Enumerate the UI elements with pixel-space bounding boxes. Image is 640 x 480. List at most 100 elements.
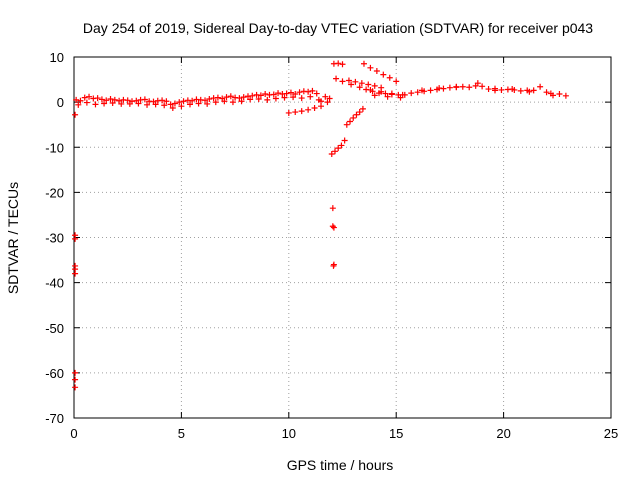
data-point xyxy=(335,145,342,152)
y-axis-label: SDTVAR / TECUs xyxy=(5,182,21,294)
data-point xyxy=(206,95,213,102)
y-tick-label: 10 xyxy=(50,50,64,65)
data-points xyxy=(72,60,569,391)
data-point xyxy=(255,95,262,102)
data-point xyxy=(92,101,99,108)
data-point xyxy=(116,97,123,104)
data-point xyxy=(436,85,443,92)
data-point xyxy=(290,94,297,101)
data-point xyxy=(107,95,114,102)
x-tick-label: 15 xyxy=(389,426,403,441)
data-point xyxy=(202,97,209,104)
data-point xyxy=(195,100,202,107)
data-point xyxy=(135,100,142,107)
data-point xyxy=(388,91,395,98)
data-point xyxy=(171,100,178,107)
chart-title: Day 254 of 2019, Sidereal Day-to-day VTE… xyxy=(83,20,593,36)
data-point xyxy=(330,224,337,231)
data-point xyxy=(86,93,93,100)
data-point xyxy=(453,83,460,90)
data-point xyxy=(331,148,338,155)
data-point xyxy=(264,96,271,103)
data-point xyxy=(414,89,421,96)
data-point xyxy=(330,262,337,269)
data-point xyxy=(397,94,404,101)
data-point xyxy=(369,88,376,95)
data-point xyxy=(371,82,378,89)
data-point xyxy=(343,121,350,128)
data-point xyxy=(498,86,505,93)
data-point xyxy=(285,109,292,116)
data-point xyxy=(367,64,374,71)
data-point xyxy=(103,97,110,104)
y-tick-label: -50 xyxy=(45,321,64,336)
data-point xyxy=(262,91,269,98)
data-point xyxy=(324,99,331,106)
data-point xyxy=(386,74,393,81)
data-point xyxy=(227,93,234,100)
data-point xyxy=(485,86,492,93)
y-tick-label: -40 xyxy=(45,276,64,291)
data-point xyxy=(212,99,219,106)
data-point xyxy=(72,384,79,391)
data-point xyxy=(298,95,305,102)
axis-ticks xyxy=(73,56,612,419)
data-point xyxy=(345,77,352,84)
data-point xyxy=(466,84,473,91)
data-point xyxy=(72,235,79,242)
data-point xyxy=(77,97,84,104)
x-tick-label: 25 xyxy=(604,426,618,441)
data-point xyxy=(526,88,533,95)
data-point xyxy=(322,93,329,100)
data-point xyxy=(247,96,254,103)
data-point xyxy=(296,89,303,96)
data-point xyxy=(562,92,569,99)
data-point xyxy=(333,75,340,82)
data-point xyxy=(292,109,299,116)
data-point xyxy=(315,96,322,103)
data-point xyxy=(418,87,425,94)
data-point xyxy=(313,90,320,97)
data-point xyxy=(283,90,290,97)
data-point xyxy=(427,87,434,94)
data-point xyxy=(348,81,355,88)
data-point xyxy=(339,78,346,85)
data-point xyxy=(124,97,131,104)
data-point xyxy=(328,151,335,158)
data-point xyxy=(358,80,365,87)
data-point xyxy=(360,60,367,67)
data-point xyxy=(408,90,415,97)
data-point xyxy=(167,101,174,108)
data-point xyxy=(275,90,282,97)
tick-labels: 0 5 10 15 20 25 -70 -60 -50 -40 -30 -20 -10 0 10 xyxy=(45,50,618,441)
data-point xyxy=(126,100,133,107)
data-point xyxy=(492,87,499,94)
data-point xyxy=(305,88,312,95)
data-point xyxy=(356,109,363,116)
data-point xyxy=(152,101,159,108)
data-point xyxy=(238,98,245,105)
data-point xyxy=(214,94,221,101)
data-point xyxy=(72,376,79,383)
y-tick-label: -10 xyxy=(45,140,64,155)
data-point xyxy=(204,100,211,107)
data-point xyxy=(376,90,383,97)
data-point xyxy=(352,78,359,85)
y-tick-label: -70 xyxy=(45,411,64,426)
data-point xyxy=(305,106,312,113)
data-point xyxy=(287,89,294,96)
data-point xyxy=(339,61,346,68)
data-point xyxy=(329,223,336,230)
data-point xyxy=(335,60,342,67)
data-point xyxy=(229,99,236,106)
data-point xyxy=(359,105,366,112)
data-point xyxy=(373,67,380,74)
grid-lines xyxy=(74,57,611,418)
y-tick-label: -60 xyxy=(45,366,64,381)
data-point xyxy=(311,104,318,111)
data-point xyxy=(109,100,116,107)
data-point xyxy=(556,91,563,98)
data-point xyxy=(341,137,348,144)
data-point xyxy=(474,80,481,87)
